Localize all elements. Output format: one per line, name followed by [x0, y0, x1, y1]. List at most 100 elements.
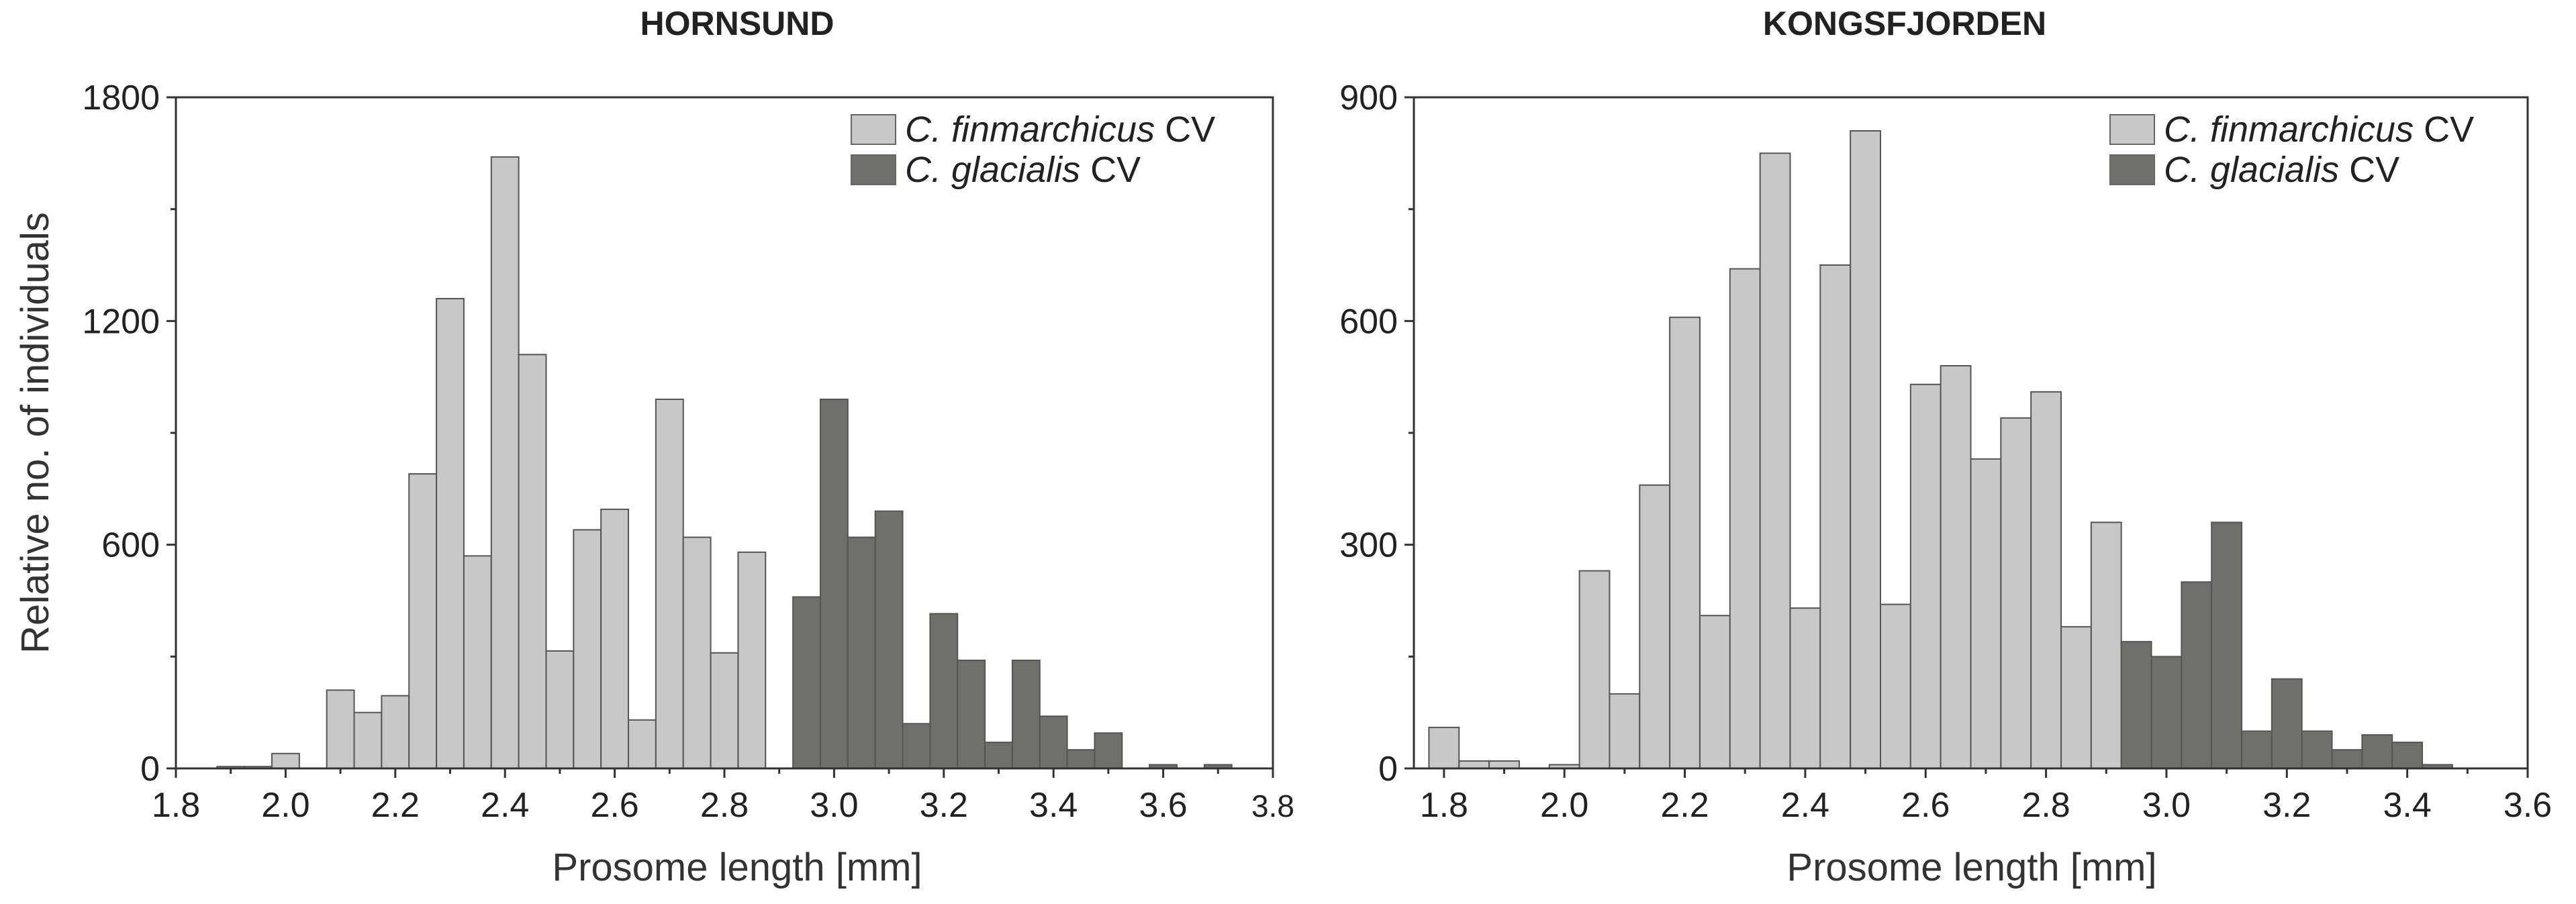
x-tick-label: 2.4: [481, 786, 529, 825]
bar-glacialis: [2391, 742, 2424, 769]
bars-group: [1428, 130, 2453, 770]
x-tick-label: 3.2: [920, 786, 968, 825]
x-tick-label: 2.4: [1781, 786, 1829, 825]
y-tick-label: 0: [1378, 750, 1398, 789]
legend-swatch: [2109, 114, 2155, 145]
bar-glacialis: [792, 596, 821, 770]
bar-glacialis: [2150, 656, 2183, 769]
bar-finmarchicus: [1850, 130, 1881, 769]
bars-group: [216, 156, 1233, 770]
bar-finmarchicus: [737, 551, 767, 769]
bar-finmarchicus: [408, 473, 438, 769]
x-tick-label: 3.2: [2262, 786, 2311, 825]
bar-finmarchicus: [381, 695, 410, 769]
chart-panel-hornsund: HORNSUND 1.8 2.0 2.2 2.4 2.6 2.8 3.0 3.2 3.4 3.6 3…: [13, 5, 1294, 889]
bar-glacialis: [819, 399, 849, 769]
x-tick-label: 2.2: [1660, 786, 1709, 825]
y-tick-label: 900: [1339, 79, 1398, 117]
bar-finmarchicus: [1609, 693, 1641, 770]
bar-finmarchicus: [1759, 152, 1791, 770]
bar-glacialis: [1011, 659, 1041, 770]
x-tick-label: 1.8: [152, 786, 200, 825]
bar-finmarchicus: [1789, 607, 1821, 769]
x-tick-label: 2.8: [700, 786, 749, 825]
x-tick-label: 2.8: [2021, 786, 2070, 825]
bar-glacialis: [984, 742, 1013, 769]
y-tick-label: 0: [140, 750, 160, 789]
bar-finmarchicus: [1819, 264, 1852, 769]
x-tick-label: 3.4: [2383, 786, 2432, 825]
legend-species: C. finmarchicus: [2164, 109, 2414, 150]
y-tick-label: 300: [1339, 526, 1398, 565]
legend: C. finmarchicus CVC. glacialis CV: [851, 109, 1215, 190]
bar-finmarchicus: [1669, 316, 1701, 769]
bar-finmarchicus: [1458, 760, 1490, 770]
bar-finmarchicus: [628, 719, 657, 770]
bar-finmarchicus: [1428, 726, 1460, 770]
bar-finmarchicus: [710, 652, 739, 769]
bar-finmarchicus: [655, 399, 684, 769]
bar-finmarchicus: [490, 156, 520, 769]
legend-species: C. glacialis: [2164, 150, 2339, 190]
legend: C. finmarchicus CVC. glacialis CV: [2109, 109, 2474, 190]
bar-finmarchicus: [1699, 615, 1731, 769]
legend-label: C. finmarchicus CV: [905, 109, 1215, 150]
bar-finmarchicus: [682, 536, 712, 769]
bar-glacialis: [874, 510, 904, 770]
bar-finmarchicus: [1940, 365, 1972, 769]
bar-finmarchicus: [1970, 458, 2002, 770]
x-tick-label: 3.0: [810, 786, 858, 825]
bar-finmarchicus: [271, 752, 300, 770]
bar-glacialis: [929, 613, 959, 770]
bar-finmarchicus: [2000, 417, 2032, 769]
bar-glacialis: [2361, 734, 2393, 769]
x-tick-label: 1.8: [1420, 786, 1468, 825]
legend-swatch: [851, 114, 896, 145]
bar-glacialis: [902, 723, 931, 770]
bar-finmarchicus: [518, 354, 547, 769]
bar-finmarchicus: [2090, 521, 2122, 769]
bar-finmarchicus: [436, 298, 465, 769]
x-axis-label: Prosome length [mm]: [1786, 846, 2156, 889]
bar-glacialis: [2211, 521, 2243, 769]
bar-finmarchicus: [353, 711, 383, 769]
bar-finmarchicus: [1578, 570, 1611, 769]
legend-stage: CV: [1155, 109, 1215, 150]
x-tick-label: 2.6: [590, 786, 638, 825]
bar-finmarchicus: [326, 689, 355, 770]
bar-glacialis: [2331, 749, 2363, 769]
bar-finmarchicus: [545, 650, 575, 769]
bar-glacialis: [2181, 581, 2213, 769]
y-tick-label: 1800: [82, 79, 160, 117]
bar-glacialis: [1039, 715, 1068, 769]
x-tick-label: 3.6: [2503, 786, 2552, 825]
bar-glacialis: [2241, 730, 2273, 770]
bar-glacialis: [1066, 749, 1096, 769]
bar-glacialis: [2301, 730, 2333, 770]
legend-label: C. finmarchicus CV: [2164, 109, 2474, 150]
y-tick-label: 600: [1339, 302, 1398, 341]
x-tick-label: 2.2: [371, 786, 420, 825]
bar-finmarchicus: [463, 555, 492, 769]
legend-swatch: [851, 154, 896, 185]
bar-finmarchicus: [2030, 391, 2062, 769]
x-tick-label: 2.6: [1901, 786, 1950, 825]
y-tick-label: 1200: [82, 302, 160, 341]
bar-glacialis: [957, 659, 986, 770]
ticks-group: 1.8 2.0 2.2 2.4 2.6 2.8 3.0 3.2 3.4 3.6 0 300 600 900: [1339, 79, 2552, 825]
legend-stage: CV: [1080, 150, 1141, 190]
bar-glacialis: [1094, 732, 1123, 769]
bar-glacialis: [2120, 641, 2152, 769]
bar-finmarchicus: [600, 508, 630, 770]
x-tick-label: 3.6: [1139, 786, 1187, 825]
bar-glacialis: [2271, 678, 2303, 770]
bar-finmarchicus: [1488, 760, 1520, 770]
x-tick-label: 2.0: [1540, 786, 1588, 825]
bar-glacialis: [847, 536, 876, 769]
bar-finmarchicus: [1729, 268, 1761, 769]
x-tick-label: 3.4: [1029, 786, 1078, 825]
chart-title: KONGSFJORDEN: [1763, 5, 2046, 42]
bar-finmarchicus: [1909, 383, 1942, 769]
chart-panel-kongsfjorden: KONGSFJORDEN 1.8 2.0 2.2 2.4 2.6 2.8 3.0 3.2 3.4…: [1339, 5, 2552, 889]
